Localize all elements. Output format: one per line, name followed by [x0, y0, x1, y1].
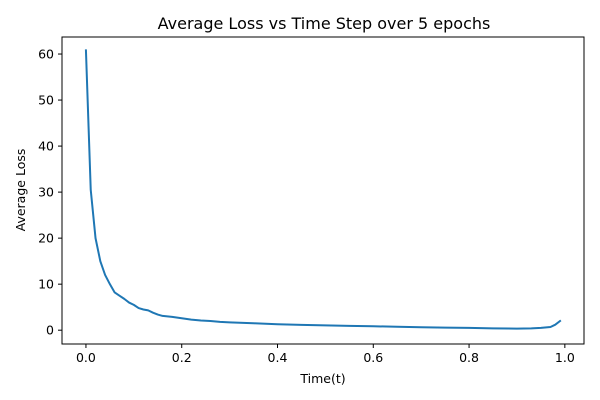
y-tick-label: 50	[38, 93, 54, 108]
y-axis-label: Average Loss	[13, 149, 28, 232]
y-tick-label: 30	[38, 185, 54, 200]
plot-frame	[61, 36, 585, 345]
x-axis-label: Time(t)	[299, 371, 345, 386]
x-tick-label: 1.0	[555, 350, 575, 365]
x-tick-label: 0.8	[459, 350, 479, 365]
y-tick-label: 0	[46, 323, 54, 338]
average-loss-line	[84, 49, 562, 330]
y-tick-label: 20	[38, 231, 54, 246]
x-tick-label: 0.0	[76, 350, 96, 365]
x-tick-label: 0.4	[268, 350, 288, 365]
y-axis: 0 10 20 30 40 50 60	[38, 47, 62, 338]
x-tick-label: 0.6	[363, 350, 383, 365]
plot-area	[61, 36, 585, 345]
y-tick-label: 40	[38, 139, 54, 154]
chart-title: Average Loss vs Time Step over 5 epochs	[158, 14, 491, 33]
y-tick-label: 60	[38, 47, 54, 62]
x-tick-label: 0.2	[172, 350, 192, 365]
x-axis: 0.0 0.2 0.4 0.6 0.8 1.0	[76, 344, 575, 365]
y-tick-label: 10	[38, 277, 54, 292]
